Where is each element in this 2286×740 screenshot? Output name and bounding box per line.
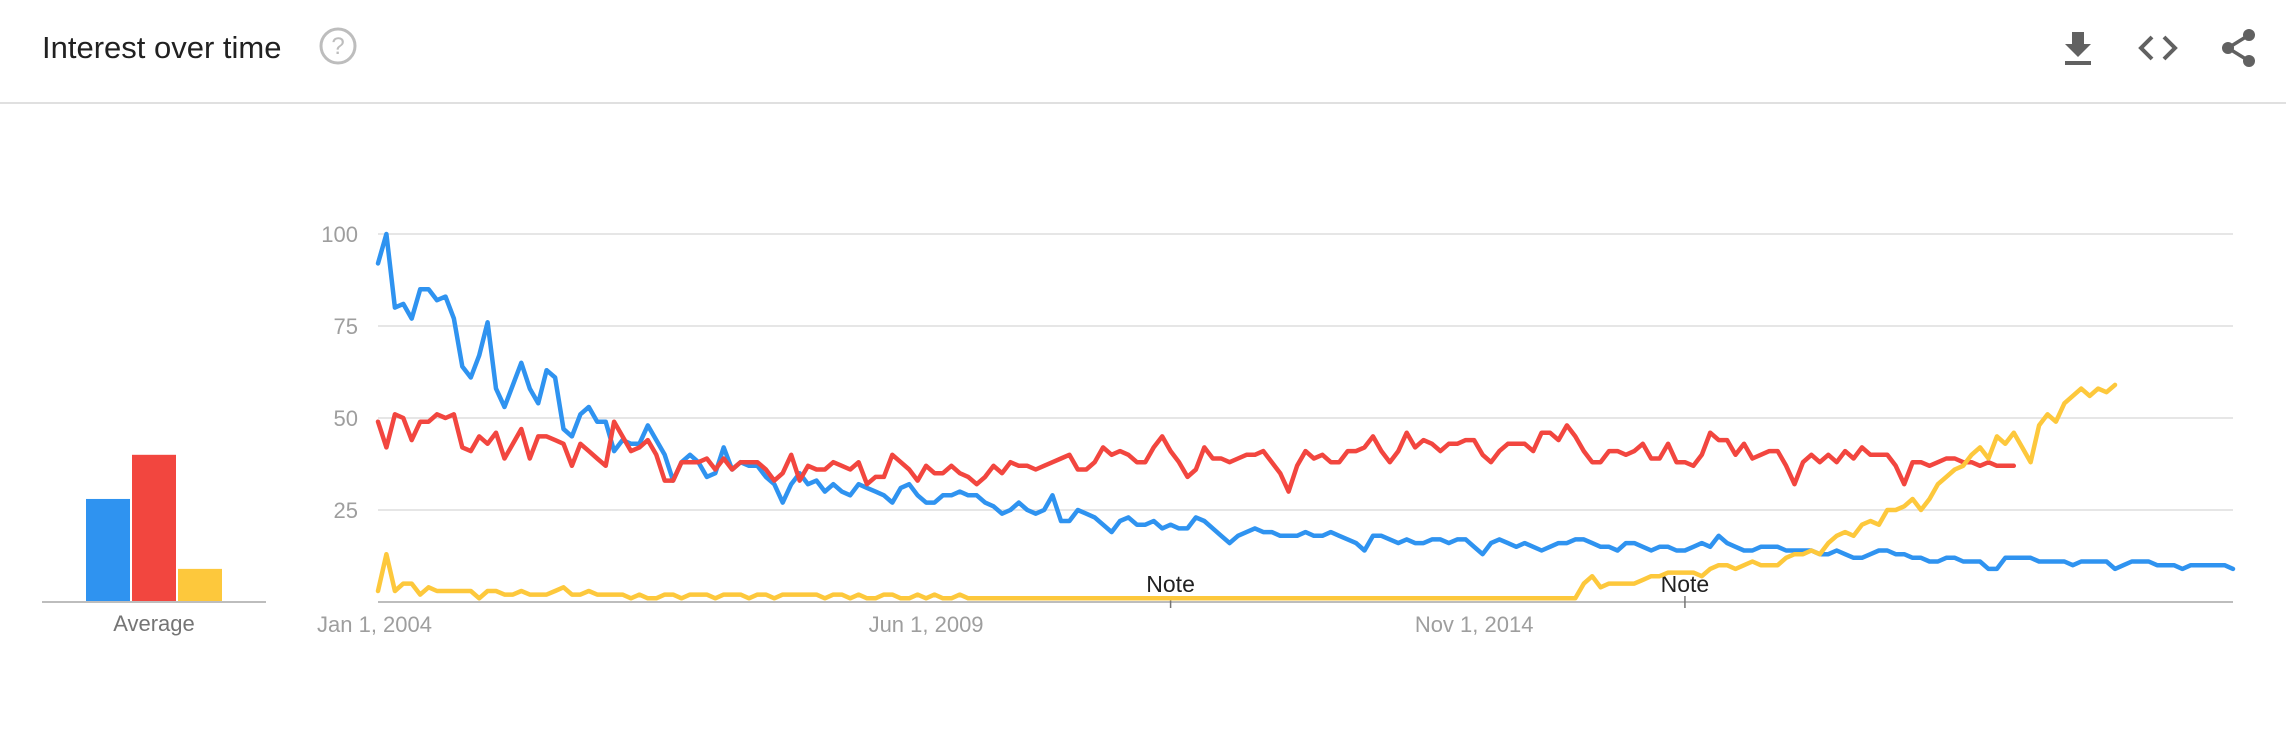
series-lines (375, 231, 2236, 601)
average-bar-1 (86, 498, 130, 602)
y-tick-label: 100 (321, 222, 358, 247)
gridlines (378, 233, 2233, 603)
x-tick-labels: Jan 1, 2004 Jun 1, 2009 Nov 1, 2014 (317, 612, 1533, 637)
y-tick-label: 75 (334, 314, 358, 339)
download-icon[interactable] (2056, 26, 2100, 70)
chart-title: Interest over time (42, 30, 282, 65)
y-tick-labels: 100 75 50 25 (321, 222, 358, 523)
svg-text:?: ? (331, 33, 344, 60)
series-line-3 (375, 382, 2118, 601)
chart-header: Interest over time ? (0, 0, 2286, 104)
share-icon[interactable] (2216, 26, 2260, 70)
average-label: Average (113, 611, 195, 636)
average-bars (42, 454, 266, 603)
y-tick-label: 50 (334, 406, 358, 431)
embed-code-icon[interactable] (2136, 26, 2180, 70)
x-tick-label: Nov 1, 2014 (1415, 612, 1534, 637)
average-bar-2 (132, 454, 176, 602)
x-tick-label: Jun 1, 2009 (869, 612, 984, 637)
help-icon[interactable]: ? (318, 26, 358, 66)
series-line-2 (375, 412, 2017, 494)
y-tick-label: 25 (334, 498, 358, 523)
series-line-1 (375, 231, 2236, 572)
average-bar-3 (178, 568, 222, 602)
x-tick-label: Jan 1, 2004 (317, 612, 432, 637)
note-label[interactable]: Note (1146, 571, 1195, 597)
interest-chart: Average 100 75 50 25 Jan 1, 2004 Jun 1, 2009… (42, 222, 2236, 637)
